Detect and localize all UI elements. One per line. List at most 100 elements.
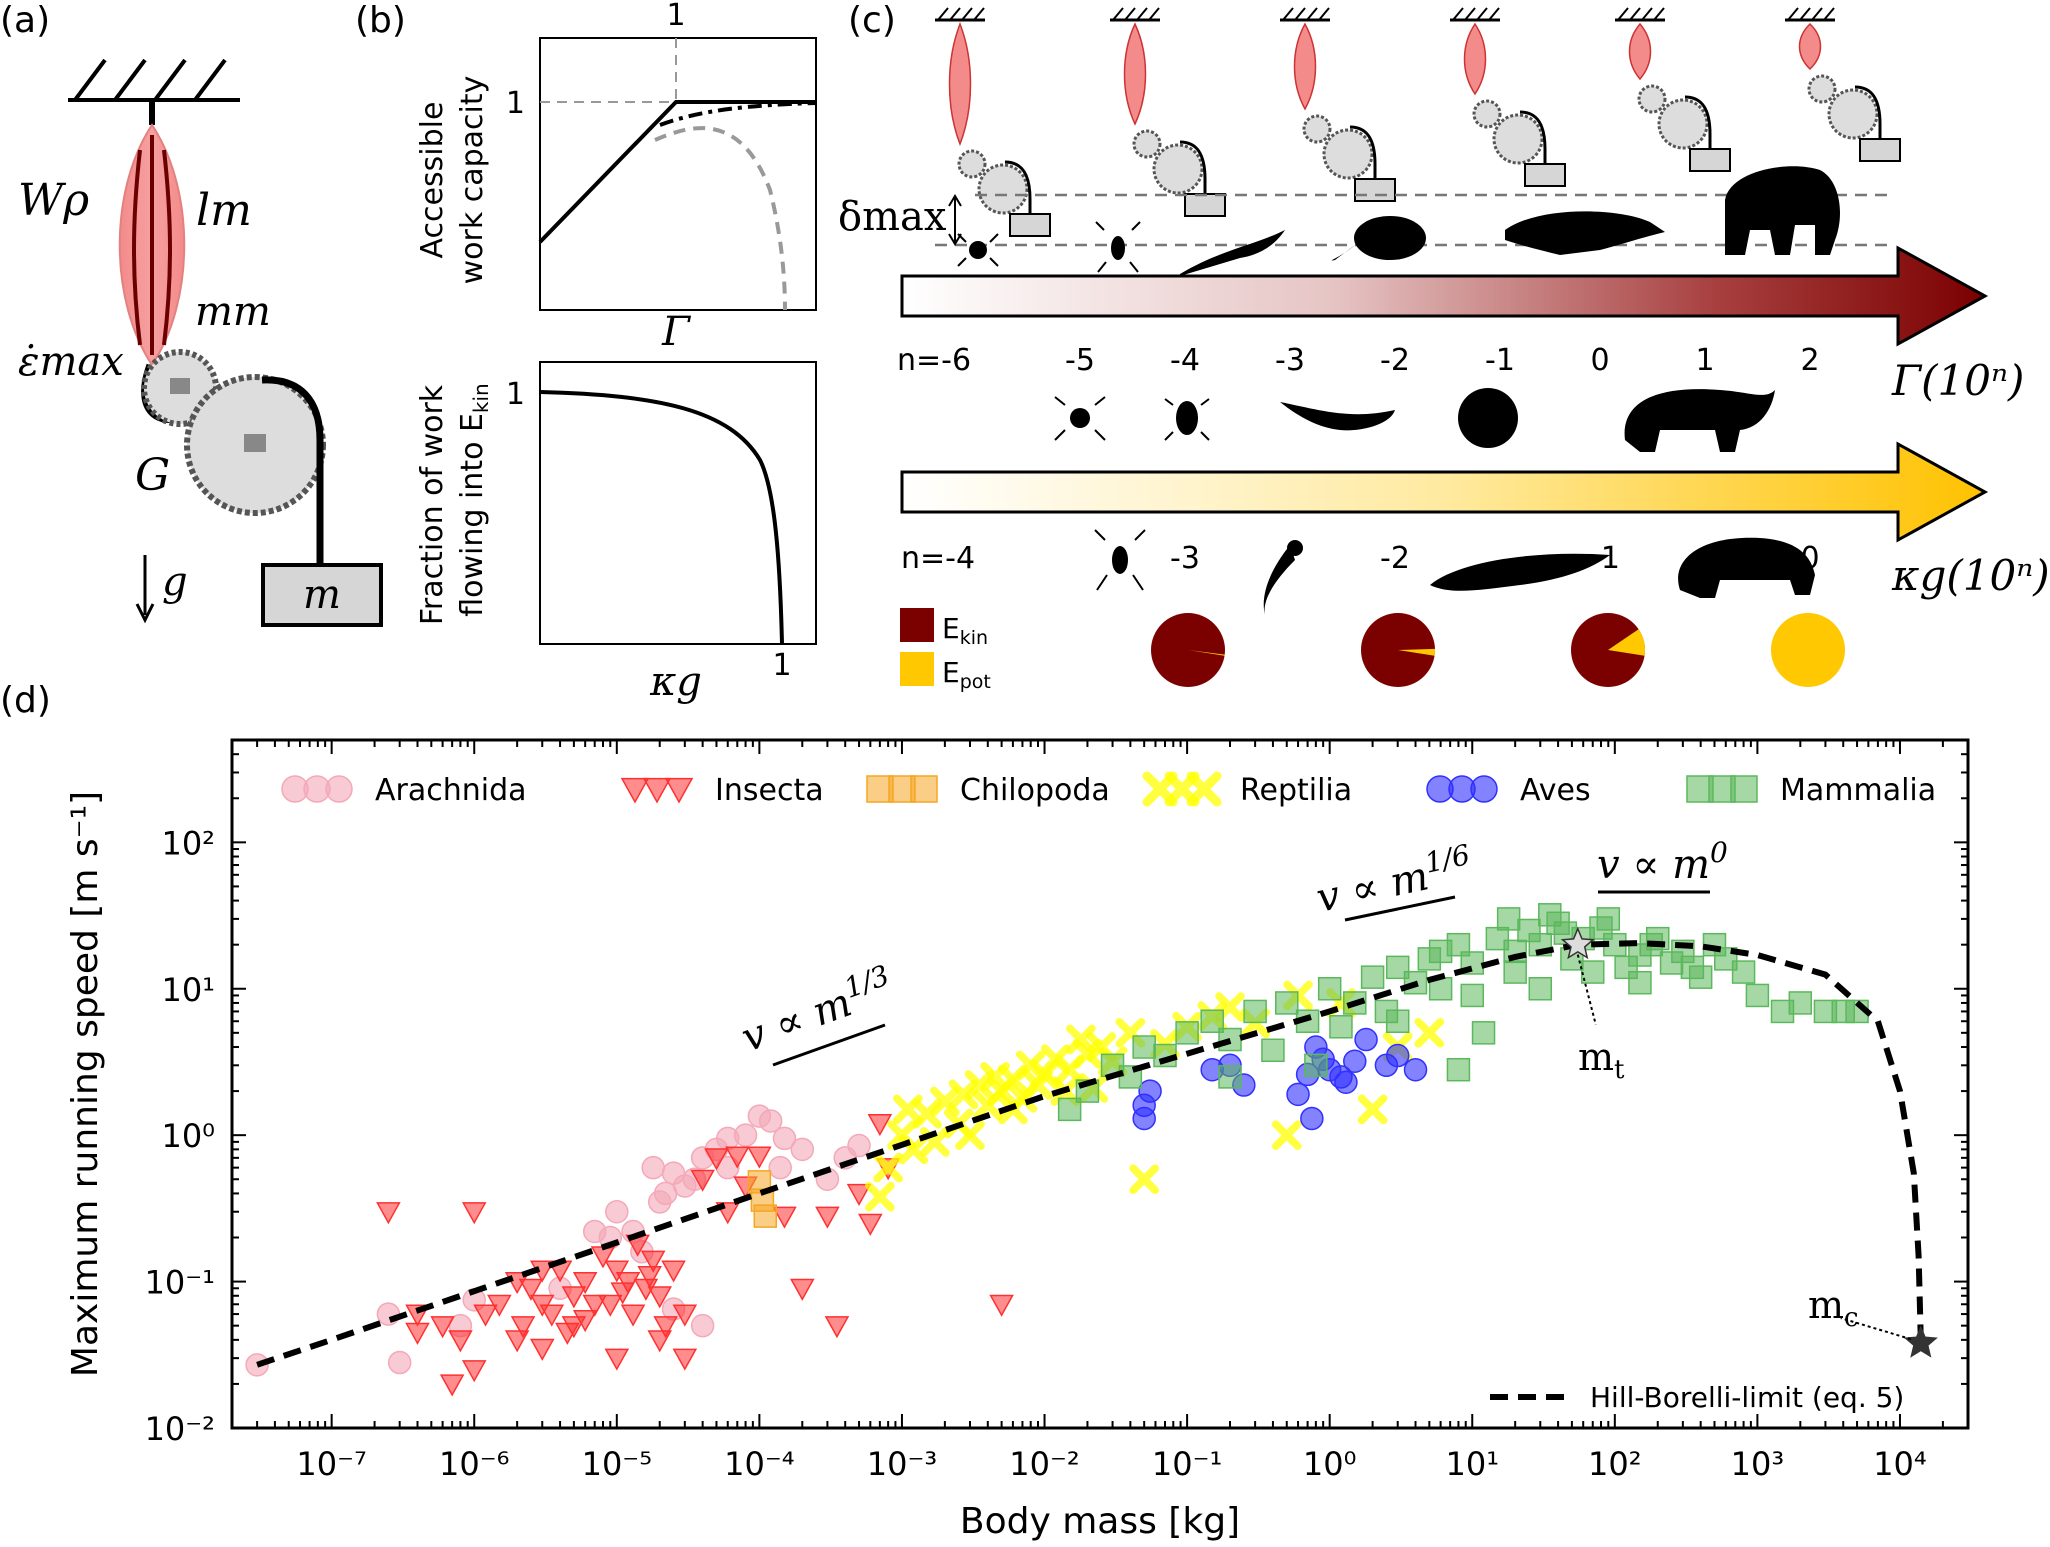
data-point — [572, 1310, 598, 1333]
muscle-icon — [948, 21, 972, 147]
energy-pies — [1151, 613, 1845, 687]
data-point — [948, 1079, 979, 1110]
data-point — [690, 1169, 715, 1192]
legend-label: Arachnida — [375, 773, 527, 808]
data-point — [1596, 907, 1621, 931]
gamma-tick-labels: n=-6 -5 -4 -3 -2 -1 0 1 2 — [897, 343, 1820, 378]
animal-silhouettes-top — [957, 166, 1840, 276]
legend-marker — [1186, 771, 1222, 807]
data-point — [672, 1304, 698, 1327]
data-point — [1446, 1057, 1471, 1082]
small-gear-icon — [1472, 99, 1502, 129]
data-point — [473, 1304, 498, 1327]
data-point — [715, 1126, 740, 1151]
data-point — [1460, 983, 1485, 1008]
data-point — [518, 1278, 544, 1301]
muscle-gear-unit — [1450, 7, 1566, 187]
data-point — [555, 1322, 580, 1345]
legend-ekin-swatch — [900, 608, 934, 642]
data-point — [430, 1316, 455, 1339]
slope3-text: v ∝ m0 — [1597, 836, 1728, 888]
data-point — [815, 1206, 840, 1229]
data-point — [1471, 1021, 1496, 1045]
data-point — [980, 1062, 1010, 1092]
data-point — [1271, 1120, 1302, 1151]
plot-b-top-frame — [539, 37, 817, 311]
curve-b-solid — [538, 100, 816, 244]
gamma-tick: -2 — [1380, 343, 1410, 378]
data-point — [1357, 1094, 1388, 1125]
kappa-tick: n=-4 — [901, 541, 975, 576]
data-point — [690, 1313, 715, 1338]
data-point — [439, 1374, 465, 1397]
energy-pie — [1771, 613, 1845, 687]
data-point — [376, 1302, 401, 1326]
data-point — [640, 1250, 666, 1273]
muscle-icon — [1293, 22, 1317, 111]
data-point — [1414, 1017, 1445, 1048]
data-point — [653, 1316, 678, 1339]
data-point — [1745, 983, 1770, 1008]
legend-marker — [664, 777, 694, 804]
legend-item: Reptilia — [1142, 771, 1352, 808]
data-point — [725, 1146, 750, 1169]
mt-label: mt — [1578, 1035, 1625, 1085]
legend-ekin-label: Ekin — [942, 612, 988, 649]
panel-c: (c) δmax n=-6 -5 -4 -3 -2 -1 0 1 2 Γ(10ⁿ) — [838, 0, 2050, 693]
x-tick-label: 10⁴ — [1873, 1445, 1927, 1483]
data-point — [604, 1260, 630, 1283]
muscle-gear-unit — [935, 7, 1051, 237]
data-point — [1403, 1057, 1428, 1082]
load-block — [1689, 148, 1731, 172]
data-point — [1680, 955, 1705, 980]
data-point — [582, 1294, 607, 1317]
large-gear-icon — [1492, 113, 1544, 165]
data-point — [1503, 960, 1527, 984]
data-point — [1243, 999, 1267, 1024]
data-point — [1275, 991, 1299, 1015]
slope-annotation-2: v ∝ m1/6 — [1311, 838, 1476, 922]
legend-item: Mammalia — [1686, 773, 1936, 808]
data-point — [1385, 955, 1410, 980]
gamma-axis-label: Γ(10ⁿ) — [1891, 356, 2024, 405]
hedgehog-icon — [1458, 388, 1518, 448]
x-tick-label: 10² — [1588, 1445, 1642, 1483]
data-point — [847, 1133, 871, 1158]
small-gear-icon — [1302, 114, 1332, 144]
data-point — [641, 1155, 665, 1180]
data-point — [637, 1265, 662, 1289]
legend-label: Mammalia — [1780, 773, 1936, 808]
y-tick-label: 10⁰ — [161, 1117, 215, 1155]
load-block — [1524, 163, 1566, 187]
b-top-ylabel-2: work capacity — [455, 76, 490, 285]
legend-marker — [620, 777, 650, 804]
y-tick-label: 10⁻¹ — [145, 1264, 215, 1302]
data-point — [747, 1146, 772, 1169]
data-point — [1317, 977, 1342, 1001]
slope1-text: v ∝ m1/3 — [734, 958, 900, 1061]
mite-icon — [957, 233, 999, 267]
legend-marker — [1470, 775, 1498, 803]
curve-b-bottom — [539, 390, 784, 645]
data-point — [539, 1304, 565, 1327]
muscle-gear-unit — [1110, 7, 1226, 217]
b-bottom-ylabel-2: flowing into Ekin — [455, 383, 493, 617]
mc-label: mc — [1808, 1283, 1859, 1333]
x-axis-label: Body mass [kg] — [960, 1501, 1240, 1542]
sym-mm: mm — [195, 289, 271, 335]
y-tick-label: 10⁻² — [145, 1410, 215, 1448]
legend-item: Arachnida — [281, 773, 527, 808]
large-gear-icon — [1152, 143, 1204, 195]
data-point — [387, 1350, 412, 1375]
legend-hill-borelli: Hill-Borelli-limit (eq. 5) — [1490, 1381, 1904, 1414]
kappa-axis-label: κg(10ⁿ) — [1891, 551, 2050, 600]
data-point — [1385, 1043, 1410, 1068]
data-point — [1286, 1082, 1310, 1107]
data-point — [1023, 1070, 1053, 1100]
gamma-tick: 2 — [1800, 343, 1819, 378]
legend-marker — [325, 775, 353, 803]
legend-label: Reptilia — [1240, 773, 1352, 808]
y-tick-label: 10² — [161, 824, 215, 862]
series-insecta — [376, 1114, 1014, 1397]
small-gear-icon — [957, 149, 987, 179]
